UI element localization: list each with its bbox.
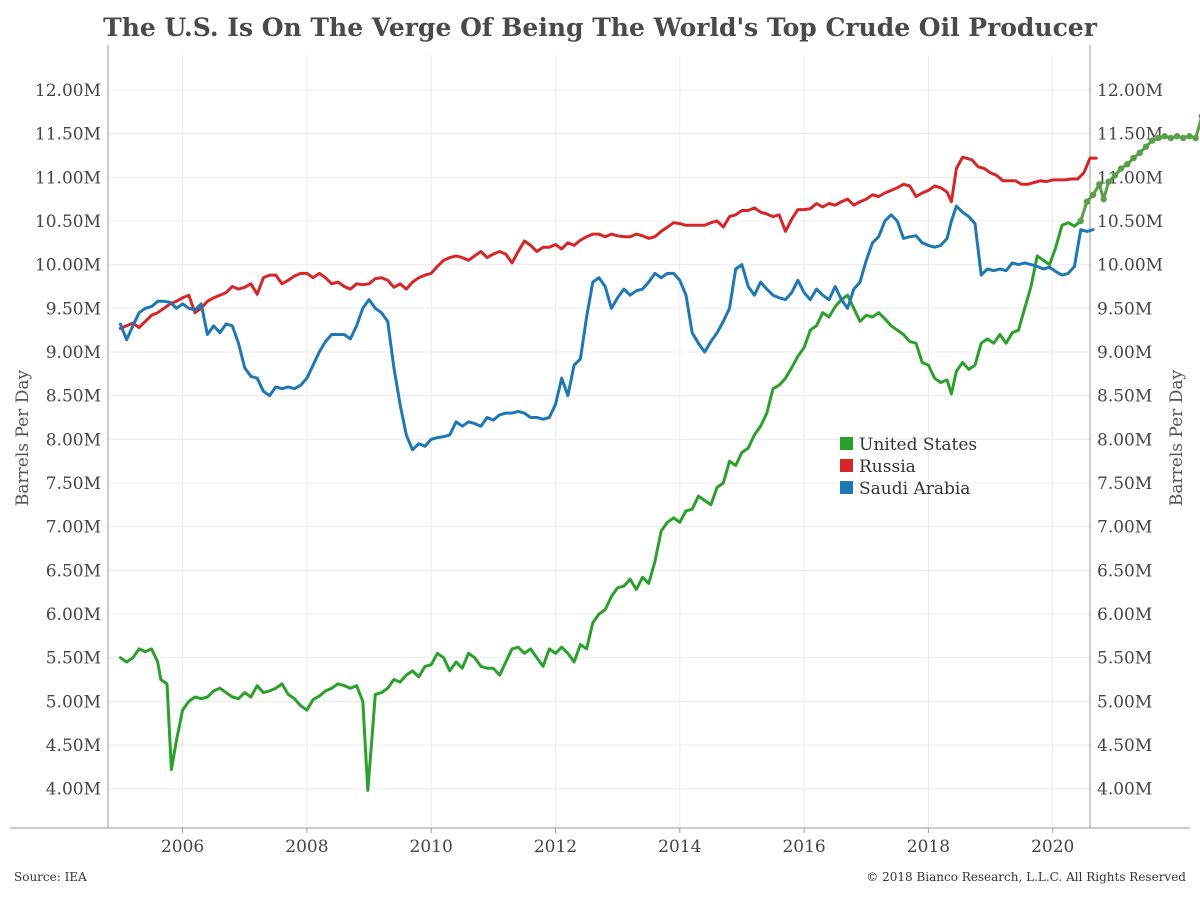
legend-swatch-russia <box>840 459 853 472</box>
x-tick-label: 2012 <box>534 837 577 857</box>
source-note: Source: IEA <box>14 870 87 884</box>
y-tick-label-left: 6.00M <box>46 605 101 625</box>
forecast-point <box>1083 198 1091 205</box>
y-tick-label-right: 6.00M <box>1097 605 1152 625</box>
axes <box>10 45 1190 829</box>
forecast-point <box>1142 143 1150 150</box>
legend: United States Russia Saudi Arabia <box>840 435 977 499</box>
y-tick-label-left: 12.00M <box>35 81 101 101</box>
copyright-note: © 2018 Bianco Research, L.L.C. All Right… <box>866 870 1186 884</box>
forecast-point <box>1161 133 1168 140</box>
series-line-saudi-arabia <box>118 204 1095 452</box>
forecast-point <box>1089 191 1097 198</box>
gridlines <box>108 55 1090 828</box>
forecast-point <box>1130 154 1137 162</box>
legend-swatch-united-states <box>840 437 853 450</box>
y-tick-label-left: 10.50M <box>35 212 101 232</box>
y-tick-label-left: 7.00M <box>46 518 101 538</box>
x-tick-label: 2020 <box>1031 837 1074 857</box>
forecast-point <box>1180 134 1187 142</box>
forecast-point <box>1077 217 1084 225</box>
x-tick-label: 2016 <box>782 837 825 857</box>
y-axis-right-title: Barrels Per Day <box>1167 370 1187 507</box>
series-line-russia <box>118 155 1098 330</box>
y-axis-left-title: Barrels Per Day <box>13 370 33 507</box>
legend-label-saudi-arabia: Saudi Arabia <box>859 479 970 499</box>
series-line-united-states-forecast <box>1079 117 1200 223</box>
x-tick-label: 2008 <box>285 837 328 857</box>
forecast-point <box>1100 195 1107 203</box>
y-tick-label-right: 8.00M <box>1097 430 1152 450</box>
y-tick-label-right: 10.00M <box>1097 256 1163 276</box>
forecast-point <box>1173 133 1181 140</box>
y-axis-right: 4.00M 4.50M 5.00M 5.50M 6.00M 6.50M 7.00M 7.50M… <box>1097 81 1163 800</box>
forecast-point <box>1111 172 1119 179</box>
y-tick-label-left: 5.00M <box>46 692 101 712</box>
y-tick-label-right: 12.00M <box>1097 81 1163 101</box>
y-tick-label-left: 8.00M <box>46 430 101 450</box>
series-layer <box>118 113 1200 792</box>
y-tick-label-right: 5.50M <box>1097 649 1152 669</box>
y-tick-label-right: 11.50M <box>1097 125 1163 145</box>
y-tick-label-left: 8.50M <box>46 387 101 407</box>
y-tick-label-left: 9.00M <box>46 343 101 363</box>
y-tick-label-left: 7.50M <box>46 474 101 494</box>
legend-swatch-saudi-arabia <box>840 481 853 494</box>
y-tick-label-left: 11.50M <box>35 125 101 145</box>
y-tick-label-right: 7.50M <box>1097 474 1152 494</box>
y-tick-label-left: 6.50M <box>46 561 101 581</box>
forecast-point <box>1155 134 1162 142</box>
x-tick-label: 2010 <box>410 837 453 857</box>
forecast-point <box>1136 149 1143 157</box>
y-tick-label-left: 4.50M <box>46 736 101 756</box>
y-tick-label-left: 5.50M <box>46 649 101 669</box>
y-tick-label-right: 9.50M <box>1097 299 1152 319</box>
y-tick-label-right: 5.00M <box>1097 692 1152 712</box>
x-tick-label: 2018 <box>907 837 950 857</box>
forecast-point <box>1124 160 1131 168</box>
forecast-point <box>1096 181 1103 188</box>
x-tick-label: 2006 <box>161 837 204 857</box>
y-tick-label-right: 9.00M <box>1097 343 1152 363</box>
forecast-point <box>1105 178 1112 185</box>
x-axis: 2006 2008 2010 2012 2014 2016 2018 2020 <box>161 828 1074 857</box>
y-tick-label-right: 7.00M <box>1097 518 1152 538</box>
chart-title: The U.S. Is On The Verge Of Being The Wo… <box>103 13 1098 42</box>
forecast-point <box>1192 134 1199 142</box>
y-tick-label-right: 4.50M <box>1097 736 1152 756</box>
y-tick-label-left: 4.00M <box>46 780 101 800</box>
x-tick-label: 2014 <box>658 837 701 857</box>
forecast-point <box>1148 137 1156 144</box>
forecast-point <box>1167 134 1174 142</box>
y-tick-label-right: 8.50M <box>1097 387 1152 407</box>
y-tick-label-left: 10.00M <box>35 256 101 276</box>
forecast-point <box>1117 165 1125 172</box>
y-axis-left: 4.00M 4.50M 5.00M 5.50M 6.00M 6.50M 7.00M 7.50M… <box>35 81 101 800</box>
forecast-point <box>1186 133 1193 140</box>
series-line-united-states <box>118 219 1083 792</box>
legend-label-united-states: United States <box>859 435 977 455</box>
y-tick-label-left: 11.00M <box>35 168 101 188</box>
y-tick-label-left: 9.50M <box>46 299 101 319</box>
y-tick-label-right: 4.00M <box>1097 780 1152 800</box>
y-tick-label-right: 10.50M <box>1097 212 1163 232</box>
legend-label-russia: Russia <box>859 457 916 477</box>
y-tick-label-right: 6.50M <box>1097 561 1152 581</box>
